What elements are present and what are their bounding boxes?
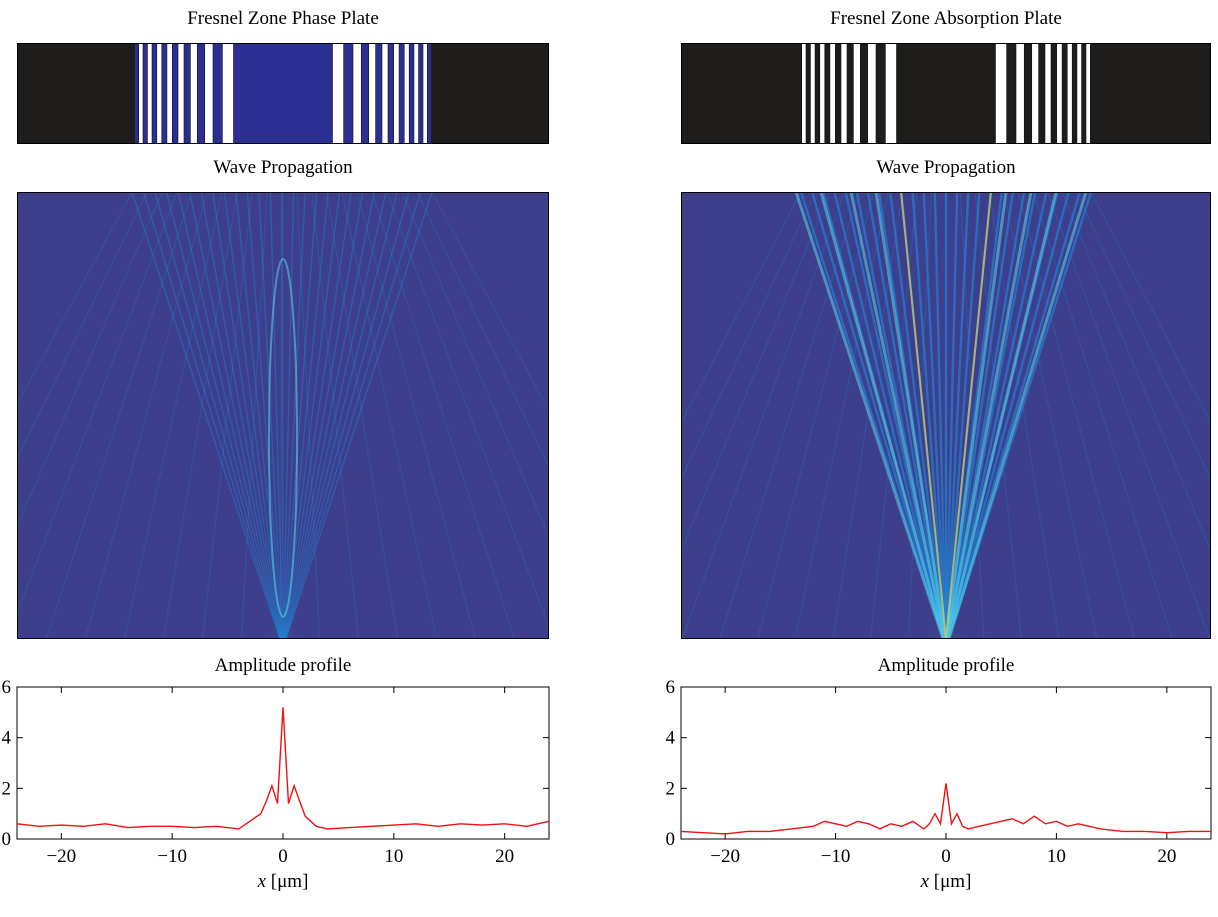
plate-zone	[394, 43, 399, 144]
left-plate-title: Fresnel Zone Phase Plate	[17, 8, 549, 30]
y-tick-label: 4	[2, 728, 12, 749]
plot-frame	[681, 687, 1211, 839]
wave-propagation-graphic	[17, 192, 549, 639]
left-amplitude-profile: −20 −10 0 10 20 0 2 4 6 x [μm]	[0, 680, 560, 912]
x-tick-label: −10	[157, 846, 187, 867]
left-phase-plate	[17, 43, 549, 144]
phase-plate-graphic	[17, 43, 549, 144]
x-axis-label: x [μm]	[257, 871, 309, 892]
plate-zone	[178, 43, 184, 144]
plate-zone	[1045, 43, 1051, 144]
plate-zone	[157, 43, 162, 144]
plate-zone	[868, 43, 876, 144]
x-tick-label: 10	[1047, 846, 1066, 867]
x-tick-label: 20	[495, 846, 514, 867]
x-axis-label: x [μm]	[920, 871, 972, 892]
right-absorption-plate	[681, 43, 1211, 144]
y-tick-label: 6	[2, 680, 12, 698]
amplitude-profile-chart: −20 −10 0 10 20 0 2 4 6 x [μm]	[650, 680, 1218, 912]
plate-zone	[139, 43, 143, 144]
plate-zone	[147, 43, 152, 144]
plate-zone	[995, 43, 1006, 144]
plate-zone	[1067, 43, 1072, 144]
plate-zone	[353, 43, 361, 144]
right-plate-title: Fresnel Zone Absorption Plate	[681, 8, 1211, 30]
plate-zone	[1086, 43, 1090, 144]
x-tick-label: −20	[710, 846, 740, 867]
plate-zone	[1057, 43, 1062, 144]
y-tick-label: 0	[2, 829, 12, 850]
y-tick-label: 4	[666, 728, 676, 749]
plate-zone	[802, 43, 806, 144]
absorption-plate-graphic	[681, 43, 1211, 144]
x-tick-label: 10	[384, 846, 403, 867]
x-tick-label: 20	[1157, 846, 1176, 867]
left-wave-title: Wave Propagation	[17, 157, 549, 179]
y-tick-label: 2	[666, 778, 676, 799]
plate-zone	[205, 43, 213, 144]
left-profile-title: Amplitude profile	[17, 655, 549, 677]
right-amplitude-profile: −20 −10 0 10 20 0 2 4 6 x [μm]	[650, 680, 1218, 912]
y-tick-label: 6	[666, 680, 676, 698]
left-wave-propagation	[17, 192, 549, 639]
plate-zone	[222, 43, 233, 144]
plate-zone	[830, 43, 835, 144]
plate-zone	[369, 43, 376, 144]
right-profile-title: Amplitude profile	[681, 655, 1211, 677]
right-wave-title: Wave Propagation	[681, 157, 1211, 179]
plate-zone	[382, 43, 388, 144]
plate-zone	[1016, 43, 1024, 144]
plate-zone	[167, 43, 172, 144]
amplitude-profile-chart: −20 −10 0 10 20 0 2 4 6 x [μm]	[0, 680, 560, 912]
x-tick-label: 0	[278, 846, 288, 867]
wave-propagation-graphic	[681, 192, 1211, 639]
plate-zone	[190, 43, 197, 144]
x-tick-label: −10	[821, 846, 851, 867]
plate-zone	[810, 43, 815, 144]
plate-zone	[841, 43, 847, 144]
plate-zone	[414, 43, 419, 144]
plate-background	[681, 43, 1211, 144]
x-tick-label: −20	[46, 846, 76, 867]
plate-zone	[853, 43, 860, 144]
plate-zone	[404, 43, 409, 144]
right-wave-propagation	[681, 192, 1211, 639]
plate-zone	[885, 43, 896, 144]
plate-zone	[1077, 43, 1082, 144]
plate-zone	[423, 43, 427, 144]
plate-zone	[1032, 43, 1039, 144]
plate-zone	[820, 43, 825, 144]
plate-zone	[332, 43, 343, 144]
y-tick-label: 2	[2, 778, 12, 799]
x-tick-label: 0	[941, 846, 951, 867]
y-tick-label: 0	[666, 829, 676, 850]
